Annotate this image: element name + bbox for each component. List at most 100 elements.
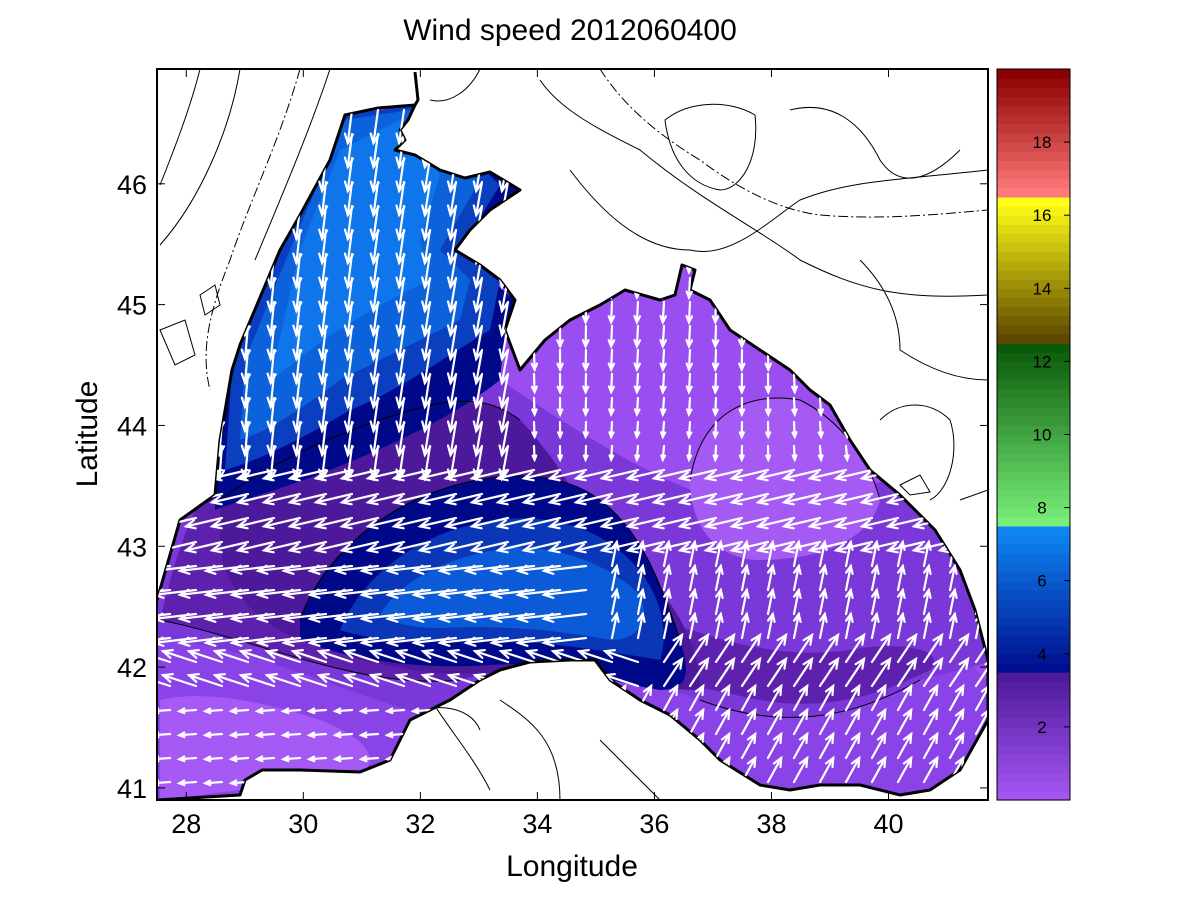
wind-arrow: [610, 563, 620, 592]
wind-arrow: [885, 540, 926, 554]
wind-arrow: [818, 587, 828, 616]
wind-arrow: [703, 492, 744, 506]
colorbar-step: [997, 96, 1070, 107]
wind-arrow: [313, 540, 354, 554]
wind-arrow: [391, 492, 432, 506]
colorbar-step: [997, 370, 1070, 381]
wind-arrow: [332, 731, 354, 739]
colorbar-step: [997, 461, 1070, 472]
y-tick-label: 43: [117, 532, 147, 562]
colorbar-step: [997, 425, 1070, 436]
wind-arrow: [870, 755, 887, 784]
wind-arrow: [714, 539, 724, 568]
wind-arrow: [469, 540, 510, 554]
wind-arrow: [531, 420, 538, 440]
wind-arrow: [489, 612, 536, 623]
wind-arrow: [463, 636, 510, 647]
wind-arrow: [729, 492, 770, 506]
wind-arrow: [582, 396, 590, 418]
wind-arrow: [608, 420, 615, 440]
wind-arrow: [365, 516, 406, 530]
wind-arrow: [818, 707, 835, 736]
wind-arrow: [765, 420, 772, 440]
colorbar-tick-label: 18: [1033, 133, 1052, 152]
wind-arrow: [209, 516, 250, 530]
wind-arrow: [177, 564, 224, 575]
colorbar-step: [997, 343, 1070, 353]
wind-arrow: [792, 707, 809, 736]
wind-arrow: [633, 372, 641, 395]
wind-arrow: [688, 656, 710, 688]
wind-arrow: [157, 588, 198, 599]
wind-arrow: [411, 612, 458, 623]
wind-arrow: [738, 420, 745, 440]
wind-arrow: [515, 588, 562, 599]
wind-arrow: [157, 612, 172, 620]
wind-arrow: [714, 656, 736, 688]
wind-arrow: [807, 492, 848, 506]
wind-arrow: [817, 396, 825, 418]
wind-arrow: [556, 324, 564, 349]
wind-arrow: [306, 731, 328, 739]
wind-arrow: [573, 516, 614, 530]
wind-arrow: [176, 779, 198, 787]
wind-arrow: [446, 300, 458, 338]
wind-arrow: [662, 683, 679, 712]
wind-arrow: [556, 348, 564, 373]
wind-arrow: [766, 587, 776, 616]
colorbar-tick-label: 10: [1033, 426, 1052, 445]
wind-arrow: [634, 420, 641, 440]
wind-arrow: [358, 731, 380, 739]
wind-arrow: [446, 348, 458, 386]
wind-arrow: [740, 683, 757, 712]
wind-arrow: [385, 612, 432, 623]
wind-arrow: [339, 468, 380, 482]
wind-arrow: [817, 444, 824, 463]
wind-arrow: [755, 516, 796, 530]
wind-arrow: [766, 683, 783, 712]
wind-arrow: [339, 540, 380, 554]
wind-arrow: [489, 636, 536, 647]
wind-arrow: [662, 563, 672, 592]
wind-arrow: [703, 516, 744, 530]
colorbar-step: [997, 78, 1070, 88]
wind-arrow: [729, 516, 770, 530]
wind-arrow: [791, 444, 798, 463]
wind-arrow: [443, 516, 484, 530]
wind-arrow: [307, 588, 354, 599]
wind-arrow: [688, 587, 698, 616]
colorbar-step: [997, 672, 1070, 682]
wind-arrow: [254, 731, 276, 739]
wind-arrow: [766, 563, 776, 592]
wind-arrow: [714, 683, 731, 712]
wind-arrow: [530, 372, 538, 395]
chart-title: Wind speed 2012060400: [403, 14, 737, 47]
wind-arrow: [688, 563, 698, 592]
wind-arrow: [443, 468, 484, 482]
colorbar-tick-label: 14: [1033, 279, 1052, 298]
wind-arrow: [186, 649, 224, 664]
wind-arrow: [472, 396, 484, 434]
wind-arrow: [446, 228, 458, 266]
wind-arrow: [498, 372, 510, 410]
x-tick-label: 40: [873, 809, 903, 839]
wind-arrow: [625, 468, 666, 482]
wind-arrow: [176, 731, 198, 739]
wind-arrow: [228, 755, 250, 763]
wind-arrow: [712, 444, 719, 463]
wind-arrow: [254, 707, 276, 715]
wind-arrow: [807, 540, 848, 554]
colorbar-step: [997, 699, 1070, 710]
wind-arrow: [677, 516, 718, 530]
wind-arrow: [870, 731, 887, 760]
wind-arrow: [391, 516, 432, 530]
wind-arrow: [607, 348, 616, 373]
wind-arrow: [255, 588, 302, 599]
wind-arrow: [384, 707, 406, 715]
colorbar-step: [997, 333, 1070, 344]
wind-arrow: [844, 683, 861, 712]
wind-arrow: [859, 492, 900, 506]
wind-arrow: [281, 612, 328, 623]
wind-arrow: [420, 649, 458, 664]
x-tick-label: 28: [171, 809, 201, 839]
